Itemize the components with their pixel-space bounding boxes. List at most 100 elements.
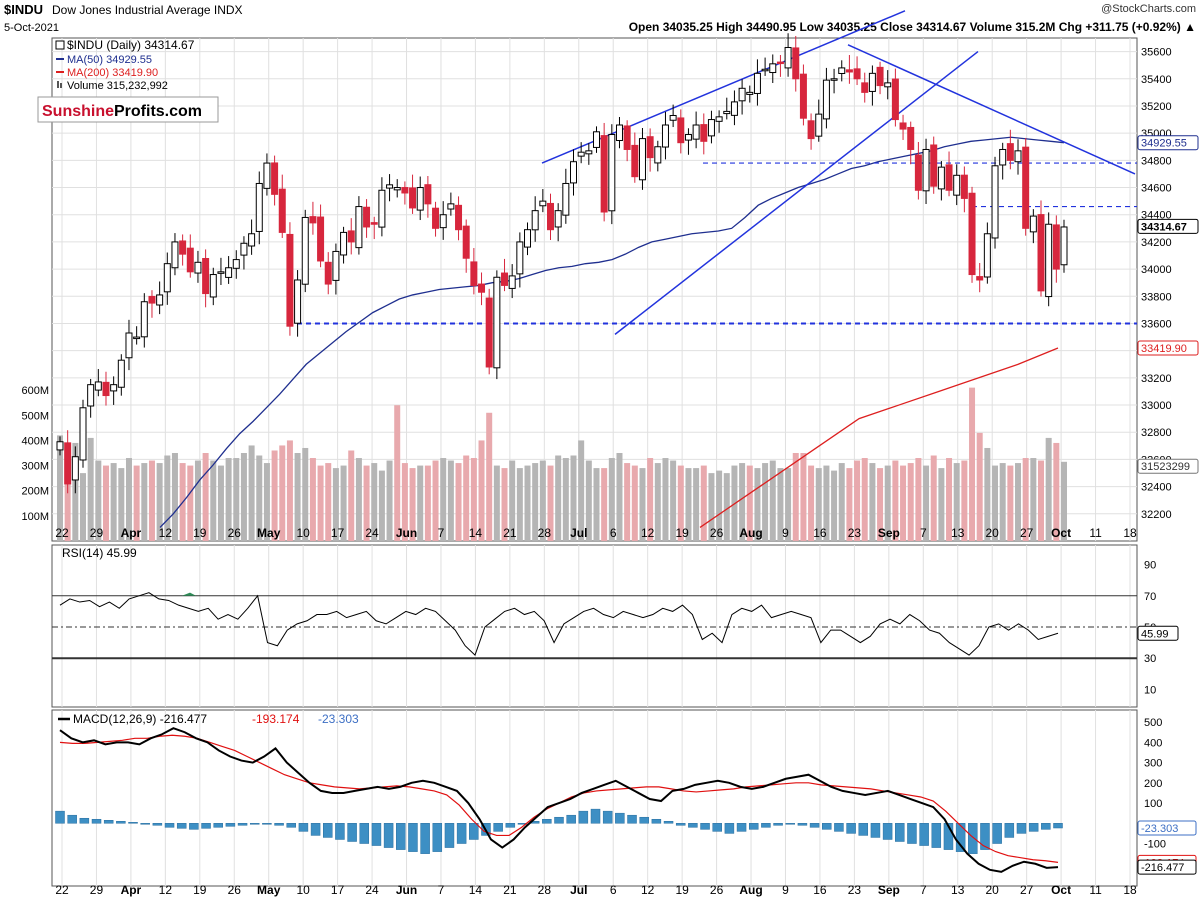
rsi-value-tag-label: 45.99 — [1141, 628, 1169, 640]
macd-histogram-bar — [164, 823, 175, 828]
candle-body — [263, 162, 271, 189]
candle-body — [861, 82, 869, 93]
candle-body — [117, 359, 125, 388]
macd-histogram-bar — [736, 823, 747, 832]
candle-body — [1029, 215, 1037, 233]
rsi-panel: 907050301045.99 — [52, 560, 1179, 696]
macd-histogram-bar — [955, 823, 966, 852]
volume-bar — [1007, 465, 1014, 541]
volume-bar — [746, 465, 753, 541]
candle-body — [784, 47, 792, 69]
macd-histogram-bar — [140, 823, 150, 825]
x-tick-label: Jul — [570, 883, 587, 897]
volume-bar — [846, 468, 853, 541]
volume-bar — [263, 463, 270, 541]
macd-histogram-bar — [931, 823, 942, 848]
candle-body — [271, 162, 279, 195]
volume-bar — [325, 463, 332, 541]
candle-body — [79, 407, 87, 461]
x-tick-label: 23 — [848, 526, 862, 540]
macd-tick-label: 200 — [1144, 778, 1162, 790]
candle-body — [953, 174, 961, 196]
candle-body — [1060, 226, 1068, 266]
candle-body — [730, 101, 738, 116]
volume-bar — [509, 460, 516, 541]
volume-bar — [202, 453, 209, 541]
macd-histogram-bar — [396, 823, 406, 850]
rsi-tick-label: 70 — [1144, 591, 1156, 603]
candle-body — [156, 294, 164, 306]
candle-body — [1037, 214, 1045, 292]
candle-body — [64, 442, 72, 485]
rsi-title: RSI(14) 45.99 — [62, 546, 137, 560]
macd-panel-frame — [51, 709, 1138, 887]
macd-histogram-bar — [602, 810, 613, 824]
x-tick-label: 9 — [782, 526, 789, 540]
candle-body — [654, 146, 662, 164]
volume-bar — [884, 465, 891, 541]
volume-bar — [915, 458, 922, 541]
volume-legend-icon — [57, 81, 59, 88]
candle-body — [501, 272, 509, 286]
volume-bar — [455, 463, 462, 541]
volume-bar — [210, 460, 217, 541]
x-tick-label: 10 — [296, 883, 310, 897]
volume-bar — [631, 465, 638, 541]
x-tick-label: 18 — [1123, 883, 1137, 897]
x-tick-label: 11 — [1089, 883, 1102, 897]
candle-body — [332, 250, 340, 281]
value-tag-label: 31523299 — [1141, 461, 1190, 473]
x-tick-label: Sep — [878, 883, 900, 897]
volume-bar — [930, 455, 937, 541]
candle-body — [914, 154, 922, 191]
macd-histogram-bar — [225, 823, 236, 827]
candle-body — [577, 151, 585, 157]
volume-bar — [1038, 460, 1045, 541]
volume-bar — [1022, 458, 1029, 541]
volume-bar — [256, 455, 263, 541]
candle-body — [807, 120, 815, 140]
price-tick-label: 34800 — [1141, 155, 1172, 167]
volume-bar — [578, 440, 585, 541]
macd-histogram-bar — [542, 818, 552, 824]
volume-bar — [831, 470, 838, 541]
candle-body — [937, 166, 945, 190]
macd-histogram-bar — [262, 823, 272, 825]
volume-bar — [348, 450, 355, 541]
candle-body — [776, 61, 784, 65]
volume-bar — [440, 458, 447, 541]
candle-body — [592, 131, 600, 148]
candle-body — [746, 91, 754, 95]
candle-body — [930, 144, 938, 187]
value-tag-label: 34314.67 — [1141, 221, 1187, 233]
candle-body — [470, 261, 478, 286]
macd-histogram-bar — [554, 816, 564, 824]
macd-histogram-bar — [639, 816, 649, 824]
candle-body — [87, 384, 95, 407]
volume-bar — [417, 465, 424, 541]
macd-histogram-bar — [128, 822, 138, 824]
volume-bar — [64, 468, 71, 541]
volume-bar — [861, 458, 868, 541]
candle-body — [478, 283, 486, 293]
macd-histogram-bar — [870, 823, 881, 838]
price-tick-label: 35200 — [1141, 101, 1172, 113]
value-tag — [1137, 458, 1199, 474]
macd-histogram-bar — [444, 823, 455, 848]
x-tick-label: May — [257, 526, 281, 540]
macd-histogram-bar — [968, 823, 978, 854]
candle-body — [631, 144, 639, 178]
volume-bar — [585, 460, 592, 541]
volume-tick-label: 200M — [21, 486, 49, 498]
volume-bar — [332, 468, 339, 541]
volume-bar — [953, 463, 960, 541]
x-tick-label: Aug — [739, 883, 762, 897]
candle-body — [838, 67, 846, 74]
volume-bar — [524, 465, 531, 541]
volume-bar — [95, 460, 102, 541]
candle-body — [110, 384, 118, 392]
candle-body — [562, 182, 570, 216]
candle-body — [71, 456, 79, 481]
macd-histogram-bar — [809, 823, 820, 828]
legend-ma200: MA(200) 33419.90 — [67, 67, 158, 79]
